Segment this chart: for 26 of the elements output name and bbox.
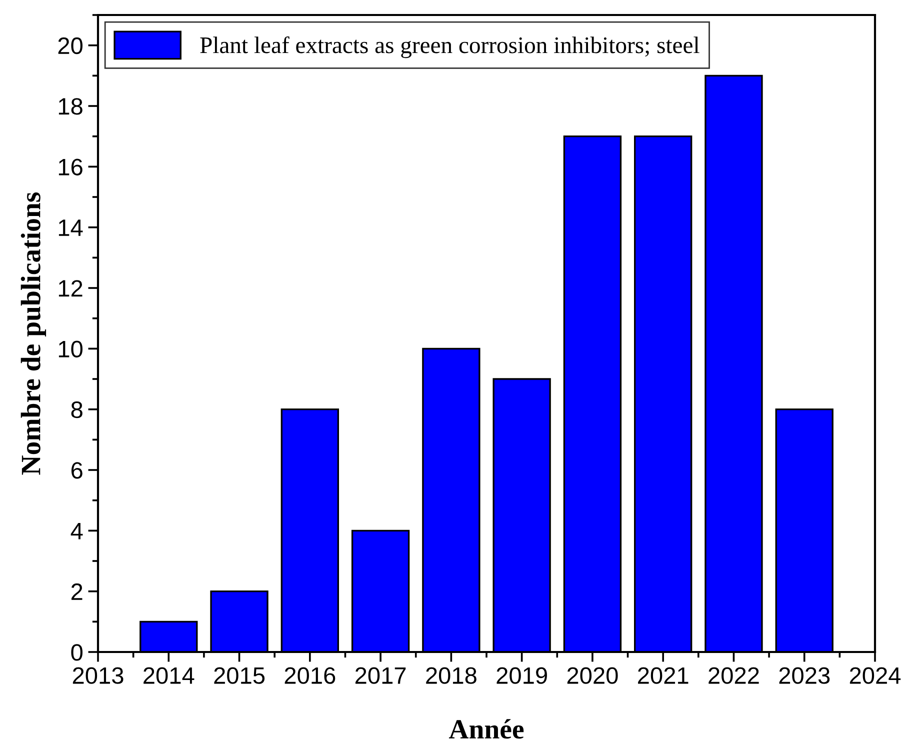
- x-tick-label: 2017: [355, 667, 406, 684]
- x-tick-label: 2021: [638, 667, 688, 684]
- x-tick-label: 2019: [496, 667, 547, 684]
- y-tick-label: 14: [58, 220, 83, 236]
- y-tick-label: 8: [71, 401, 82, 418]
- x-axis-title: Année: [448, 719, 524, 739]
- y-tick-label: 12: [58, 280, 82, 297]
- x-tick-label: 2020: [567, 667, 618, 684]
- y-axis-title: Nombre de publications: [20, 192, 46, 475]
- y-tick-label: 0: [71, 644, 82, 661]
- y-tick-label: 6: [71, 462, 82, 479]
- y-tick-label: 10: [58, 340, 82, 358]
- x-tick-label: 2016: [284, 667, 336, 684]
- x-tick-label: 2013: [72, 667, 124, 684]
- x-tick-label: 2015: [214, 667, 265, 684]
- y-tick-label: 18: [58, 98, 82, 115]
- y-tick-label: 20: [58, 37, 82, 54]
- x-tick-label: 2014: [144, 667, 194, 684]
- y-tick-label: 2: [71, 583, 82, 600]
- x-tick-label: 2023: [779, 667, 830, 684]
- legend-label: Plant leaf extracts as green corrosion inhibitors; steel: [200, 36, 700, 58]
- y-tick-label: 4: [70, 522, 83, 540]
- x-tick-label: 2024: [850, 667, 901, 684]
- y-tick-label: 16: [58, 158, 82, 176]
- x-tick-label: 2022: [708, 667, 759, 684]
- x-tick-label: 2018: [426, 667, 476, 684]
